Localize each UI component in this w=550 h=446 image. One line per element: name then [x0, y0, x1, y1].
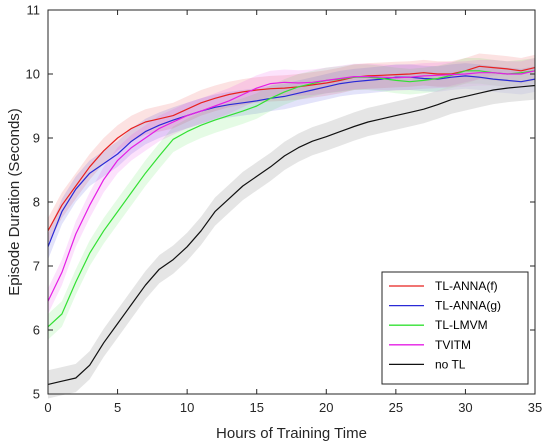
- x-tick-label: 35: [528, 400, 542, 415]
- legend-label: TL-ANNA(g): [435, 299, 501, 313]
- y-tick-label: 5: [33, 387, 40, 402]
- legend-label: TL-ANNA(f): [435, 279, 498, 293]
- series-line-2: [47, 75, 536, 248]
- y-tick-label: 11: [27, 3, 41, 18]
- x-tick-label: 10: [180, 400, 194, 415]
- x-tick-label: 20: [319, 400, 333, 415]
- y-axis-ticks: 5 6 7 8 9 10 11: [26, 3, 535, 402]
- series-line-5: [47, 84, 536, 385]
- y-tick-label: 10: [26, 67, 40, 82]
- x-axis-ticks: 0 5 10 15 20 25 30 35: [44, 10, 542, 415]
- x-tick-label: 25: [389, 400, 403, 415]
- legend-label: TVITM: [435, 338, 471, 352]
- band-5: [48, 71, 535, 399]
- band-2: [48, 63, 535, 260]
- series-line-4: [47, 70, 536, 302]
- legend: TL-ANNA(f) TL-ANNA(g) TL-LMVM TVITM no TL: [381, 271, 529, 385]
- legend-label: no TL: [435, 357, 466, 371]
- y-tick-label: 9: [33, 131, 40, 146]
- x-tick-label: 15: [249, 400, 263, 415]
- y-tick-label: 7: [33, 259, 40, 274]
- x-axis-label: Hours of Training Time: [216, 425, 367, 442]
- x-tick-label: 0: [44, 400, 51, 415]
- legend-label: TL-LMVM: [435, 318, 488, 332]
- series-line-1: [47, 65, 536, 232]
- y-axis-label: Episode Duration (Seconds): [6, 108, 23, 296]
- x-tick-label: 5: [114, 400, 121, 415]
- y-tick-label: 8: [33, 195, 40, 210]
- legend-box: [381, 271, 529, 385]
- series-lines: [47, 65, 536, 385]
- y-tick-label: 6: [33, 323, 40, 338]
- x-tick-label: 30: [458, 400, 472, 415]
